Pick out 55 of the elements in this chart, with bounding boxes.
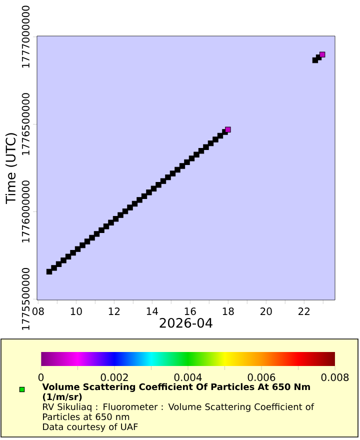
point bbox=[65, 254, 72, 260]
y-tick-label: 1775500000 bbox=[22, 268, 30, 330]
point bbox=[84, 238, 90, 244]
point bbox=[194, 152, 200, 158]
y-axis-title: Time (UTC) bbox=[5, 133, 18, 204]
point bbox=[179, 163, 186, 169]
x-tick-label: 20 bbox=[260, 308, 272, 316]
point bbox=[165, 174, 171, 180]
y-tick-label: 1776500000 bbox=[22, 93, 30, 156]
point bbox=[108, 220, 114, 226]
point bbox=[51, 265, 57, 271]
point bbox=[225, 126, 231, 132]
point bbox=[160, 178, 166, 184]
color-bar-label: 0.004 bbox=[174, 374, 202, 382]
color-bar-label: 0.008 bbox=[321, 374, 349, 382]
point bbox=[198, 148, 204, 154]
point bbox=[170, 170, 176, 176]
text: RV Sikuliaq : Fluorometer : Volume Scattering Coefficient of Particles at 650 nm bbox=[43, 403, 314, 420]
point bbox=[112, 216, 119, 222]
point bbox=[60, 258, 66, 264]
point bbox=[188, 156, 195, 162]
y-tick-label: 1777000000 bbox=[22, 6, 30, 68]
point bbox=[184, 159, 190, 166]
point bbox=[118, 212, 124, 218]
color-bar-title: Volume Scattering Coefficient Of Particles At 650 Nm (1/m/sr) bbox=[42, 383, 310, 402]
x-tick-label: 08 bbox=[32, 308, 44, 316]
point bbox=[127, 204, 133, 210]
point bbox=[212, 136, 218, 142]
point bbox=[74, 246, 81, 252]
point bbox=[98, 227, 104, 234]
x-axis-title: 2026-04 bbox=[160, 318, 212, 328]
point bbox=[89, 234, 95, 241]
x-tick-label: 14 bbox=[146, 308, 158, 315]
x-tick-label: 22 bbox=[298, 308, 310, 315]
point bbox=[319, 52, 326, 58]
color-bar-label: 0.006 bbox=[248, 374, 276, 382]
point bbox=[203, 144, 209, 150]
point bbox=[146, 190, 152, 196]
text: Data courtesy of UAF bbox=[43, 423, 138, 432]
x-tick-label: 16 bbox=[184, 308, 196, 316]
color-bar-label: 0.002 bbox=[100, 374, 128, 382]
point bbox=[94, 231, 100, 237]
x-tick-label: 10 bbox=[70, 308, 82, 316]
point bbox=[70, 250, 76, 256]
point bbox=[136, 197, 142, 203]
point bbox=[156, 182, 162, 188]
point bbox=[80, 242, 86, 248]
x-tick-label: 12 bbox=[108, 308, 120, 315]
point bbox=[103, 224, 110, 230]
point bbox=[150, 186, 157, 192]
point bbox=[174, 166, 180, 173]
y-tick-label: 1776000000 bbox=[22, 180, 30, 242]
color-bar-label: 0 bbox=[38, 374, 44, 382]
x-tick-label: 18 bbox=[222, 308, 234, 316]
point bbox=[56, 261, 62, 268]
